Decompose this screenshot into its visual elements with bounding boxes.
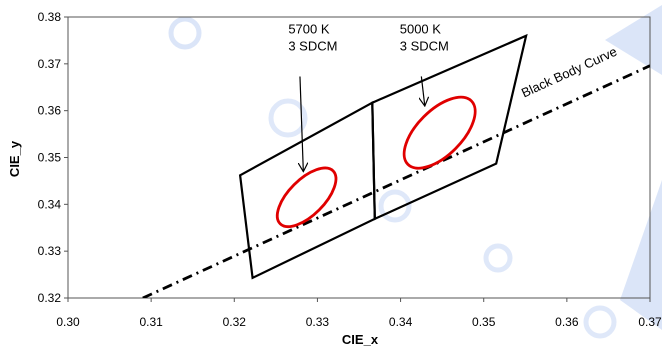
- x-tick-label: 0.33: [306, 315, 330, 329]
- watermark-mark: [378, 189, 412, 223]
- y-tick-label: 0.33: [38, 244, 62, 258]
- x-axis-title: CIE_x: [342, 332, 379, 347]
- y-tick-label: 0.38: [38, 10, 62, 24]
- y-tick-label: 0.32: [38, 291, 62, 305]
- x-tick-label: 0.34: [389, 315, 413, 329]
- annotation-label: 5700 K: [288, 21, 330, 36]
- watermark-mark: [168, 16, 202, 50]
- x-tick-label: 0.35: [472, 315, 496, 329]
- watermark-mark: [583, 305, 617, 339]
- black-body-curve: [142, 64, 650, 298]
- y-tick-label: 0.37: [38, 57, 62, 71]
- watermark: [168, 5, 662, 339]
- x-tick-label: 0.37: [638, 315, 662, 329]
- black-body-curve-label: Black Body Curve: [519, 44, 619, 101]
- watermark-mark: [483, 243, 513, 273]
- annotation-label: 5000 K: [400, 21, 442, 36]
- watermark-mark: [268, 98, 308, 138]
- x-tick-labels: 0.30 0.31 0.32 0.33 0.34 0.35 0.36 0.37: [56, 298, 662, 329]
- x-tick-label: 0.36: [555, 315, 579, 329]
- macadam-ellipse: [275, 166, 338, 229]
- watermark-mark: [605, 5, 662, 75]
- watermark-mark: [620, 180, 662, 330]
- y-tick-label: 0.35: [38, 151, 62, 165]
- y-tick-labels: 0.32 0.33 0.34 0.35 0.36 0.37 0.38: [38, 10, 68, 305]
- annotation-label: 3 SDCM: [288, 38, 337, 53]
- x-tick-label: 0.32: [223, 315, 247, 329]
- y-tick-label: 0.34: [38, 197, 62, 211]
- annotation-label: 3 SDCM: [400, 38, 449, 53]
- y-axis-title: CIE_y: [7, 140, 22, 177]
- x-tick-label: 0.31: [139, 315, 163, 329]
- macadam-ellipse: [402, 95, 477, 170]
- quadrangle: [371, 33, 528, 221]
- y-tick-label: 0.36: [38, 104, 62, 118]
- plot-frame: [67, 16, 651, 299]
- x-tick-label: 0.30: [56, 315, 80, 329]
- annotation-arrow: [421, 76, 424, 105]
- annotation-arrow: [300, 76, 303, 170]
- series-layer: Black Body Curve 5700 K 3 SDCM 5000 K 3 SDCM: [142, 21, 650, 298]
- quadrangle: [238, 100, 376, 280]
- plot-area: [67, 16, 651, 299]
